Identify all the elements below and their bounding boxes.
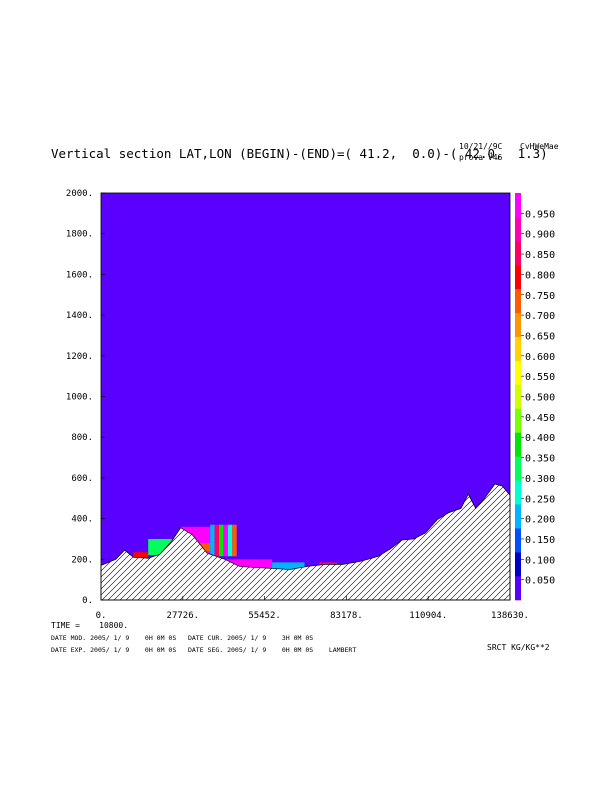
field-patch (227, 524, 233, 557)
colorbar-segment (515, 432, 521, 457)
header-date: 10/21//9C (459, 142, 503, 151)
colorbar-segment (515, 216, 521, 242)
y-tick-label: 1800. (66, 230, 93, 240)
colorbar-label: 0.900 (525, 230, 555, 241)
date-line-1: DATE MOD. 2005/ 1/ 9 0H 0M 0S DATE CUR. … (51, 634, 314, 642)
units-label: SRCT KG/KG**2 (487, 643, 550, 652)
colorbar-segment (515, 408, 521, 433)
colorbar-segment (515, 264, 521, 290)
x-tick-label: 138630. (491, 611, 529, 621)
colorbar-label: 0.300 (525, 474, 555, 485)
colorbar-label: 0.250 (525, 494, 555, 505)
y-tick-label: 1200. (66, 352, 93, 362)
colorbar-label: 0.500 (525, 393, 555, 404)
y-tick-label: 600. (71, 474, 93, 484)
colorbar-label: 0.800 (525, 270, 555, 281)
colorbar-label: 0.700 (525, 311, 555, 322)
y-tick-label: 200. (71, 555, 93, 565)
colorbar-segment (515, 360, 521, 385)
field-patch (133, 552, 149, 559)
colorbar-label: 0.200 (525, 515, 555, 526)
colorbar-segment (515, 552, 521, 577)
x-tick-label: 0. (96, 611, 107, 621)
field-patch (232, 524, 237, 557)
colorbar-segment (515, 504, 521, 529)
y-tick-label: 400. (71, 515, 93, 525)
colorbar-label: 0.150 (525, 535, 555, 546)
colorbar-label: 0.100 (525, 555, 555, 566)
terrain-hatch (100, 483, 511, 601)
field-patch (272, 562, 305, 570)
y-tick-label: 800. (71, 433, 93, 443)
colorbar-label: 0.050 (525, 576, 555, 587)
header-run: prova V46 (459, 153, 503, 162)
x-tick-label: 83178. (330, 611, 363, 621)
colorbar-label: 0.950 (525, 209, 555, 220)
colorbar-segment (515, 240, 521, 266)
colorbar-label: 0.450 (525, 413, 555, 424)
time-label: TIME = 10800. (51, 621, 129, 630)
colorbar-label: 0.600 (525, 352, 555, 363)
colorbar-segment (515, 336, 521, 361)
x-tick-label: 55452. (248, 611, 281, 621)
y-tick-label: 0. (82, 596, 93, 606)
colorbar-segment (515, 456, 521, 481)
colorbar-segment (515, 528, 521, 553)
field-patch (223, 524, 228, 557)
colorbar-segment (515, 576, 521, 601)
x-tick-label: 110904. (409, 611, 447, 621)
colorbar-label: 0.400 (525, 433, 555, 444)
header-code: CvHWeMae (520, 142, 559, 151)
y-tick-label: 1000. (66, 393, 93, 403)
y-tick-label: 1400. (66, 311, 93, 321)
page-title: Vertical section LAT,LON (BEGIN)-(END)=(… (51, 146, 548, 161)
colorbar-label: 0.650 (525, 331, 555, 342)
colorbar-segment (515, 480, 521, 505)
colorbar-label: 0.350 (525, 454, 555, 465)
colorbar-segment (515, 312, 521, 337)
date-line-2: DATE EXP. 2005/ 1/ 9 0H 0M 0S DATE SEG. … (51, 646, 357, 654)
colorbar-label: 0.850 (525, 250, 555, 261)
field-patch (214, 524, 220, 557)
colorbar-segment (515, 288, 521, 314)
field-patch (219, 524, 224, 557)
y-tick-label: 1600. (66, 270, 93, 280)
colorbar-label: 0.750 (525, 291, 555, 302)
colorbar-label: 0.550 (525, 372, 555, 383)
field-patch (319, 562, 338, 566)
colorbar-segment (515, 193, 521, 218)
field-patch (210, 524, 215, 557)
colorbar-segment (515, 384, 521, 409)
y-tick-label: 2000. (66, 189, 93, 199)
x-tick-label: 27726. (167, 611, 200, 621)
